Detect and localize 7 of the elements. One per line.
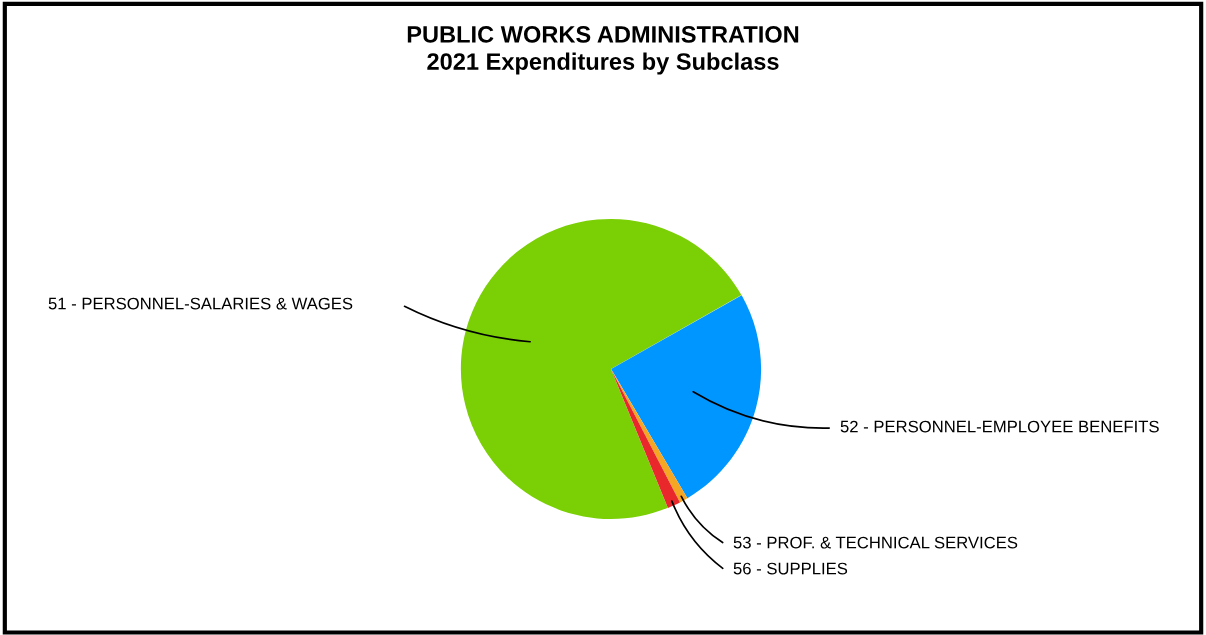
chart-title: PUBLIC WORKS ADMINISTRATION 2021 Expenditures by Subclass <box>407 26 799 75</box>
pie-slice <box>611 295 762 499</box>
pie-slice <box>460 218 742 519</box>
slice-label: 53 - PROF. & TECHNICAL SERVICES <box>733 536 1018 549</box>
slice-label: 51 - PERSONNEL-SALARIES & WAGES <box>48 297 353 310</box>
slice-label: 56 - SUPPLIES <box>733 562 848 575</box>
slice-label: 52 - PERSONNEL-EMPLOYEE BENEFITS <box>840 420 1159 433</box>
